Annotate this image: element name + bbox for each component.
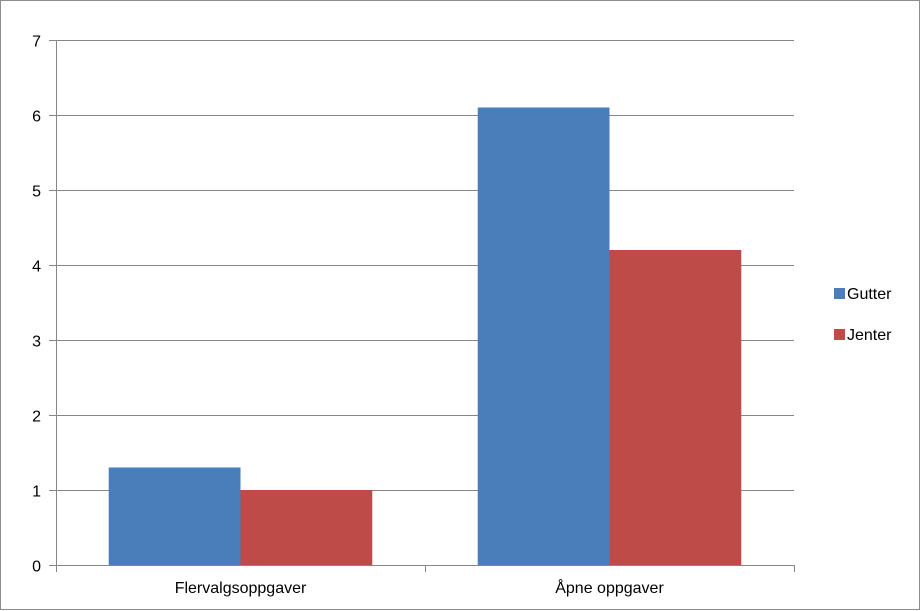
legend-label-gutter: Gutter — [847, 286, 892, 303]
x-tick-label: Flervalgsoppgaver — [175, 580, 307, 597]
bars — [108, 107, 742, 565]
gridlines — [56, 40, 794, 491]
y-tick-label: 1 — [32, 484, 41, 501]
axes — [49, 40, 795, 572]
y-tick-label: 2 — [32, 409, 41, 426]
legend-swatch-gutter — [834, 288, 845, 299]
x-tick-labels: Flervalgsoppgaver Åpne oppgaver — [175, 578, 665, 597]
legend-label-jenter: Jenter — [847, 327, 892, 344]
y-tick-labels: 0 1 2 3 4 5 6 7 — [32, 34, 41, 576]
y-tick-label: 4 — [32, 259, 41, 276]
y-tick-label: 3 — [32, 334, 41, 351]
bar-gutter-2 — [477, 107, 610, 565]
bar-jenter-2 — [609, 250, 742, 565]
legend: Gutter Jenter — [834, 286, 892, 344]
y-tick-label: 0 — [32, 559, 41, 576]
y-tick-label: 7 — [32, 34, 41, 51]
bar-gutter-1 — [108, 467, 241, 565]
y-tick-label: 5 — [32, 184, 41, 201]
legend-swatch-jenter — [834, 329, 845, 340]
bar-jenter-1 — [240, 490, 373, 565]
y-tick-label: 6 — [32, 109, 41, 126]
x-tick-label: Åpne oppgaver — [555, 578, 664, 597]
